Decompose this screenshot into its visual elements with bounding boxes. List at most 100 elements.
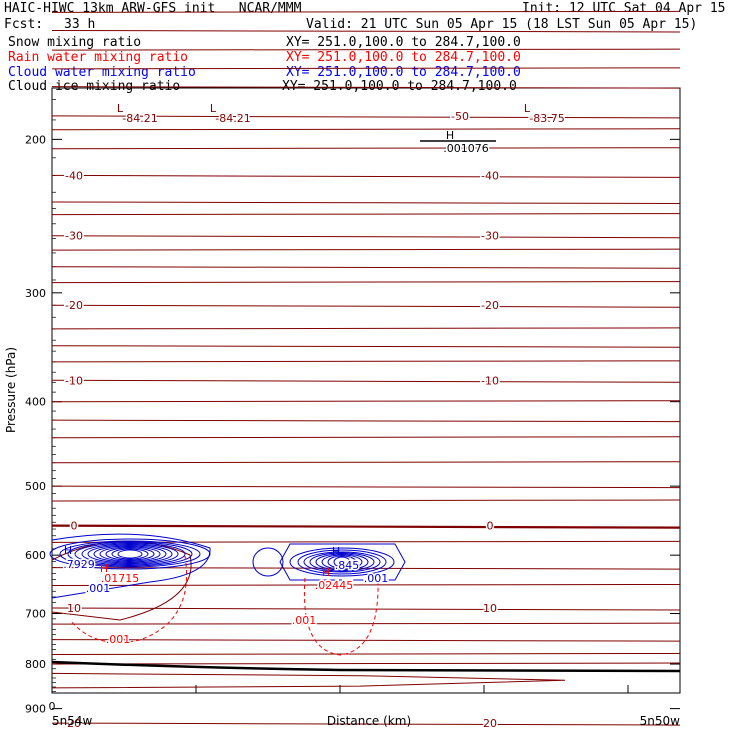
cloud-water-contour-left bbox=[81, 543, 179, 565]
rain-high-value: .02445 bbox=[315, 579, 354, 592]
isotherm-label-0: 0 bbox=[487, 520, 494, 533]
temperature-contour bbox=[51, 400, 681, 403]
cloud-water-contour-left bbox=[87, 544, 173, 564]
y-tick-label-400: 400 bbox=[25, 396, 46, 409]
isotherm-label-10: 10 bbox=[483, 602, 497, 615]
isotherm-label-0: 0 bbox=[71, 520, 78, 533]
field-xy-cloud-ice: XY= 251.0,100.0 to 284.7,100.0 bbox=[282, 79, 517, 94]
isotherm-label--10: -10 bbox=[481, 374, 499, 387]
isotherm-label--20: -20 bbox=[481, 299, 499, 312]
cloud-water-contour-label: .001 bbox=[86, 582, 111, 595]
temperature-contour-low-left bbox=[51, 540, 192, 621]
temperature-contour bbox=[51, 281, 681, 284]
temperature-contour bbox=[51, 639, 681, 642]
cloud-water-contour-left bbox=[93, 545, 167, 563]
cloud-water-contour-right bbox=[333, 556, 351, 568]
cloud-water-contour-left bbox=[99, 546, 161, 562]
temperature-contour bbox=[51, 86, 681, 89]
cloud-water-contour-right bbox=[309, 552, 375, 572]
y-tick-label-200: 200 bbox=[25, 133, 46, 146]
header-valid: Valid: 21 UTC Sun 05 Apr 15 (18 LST Sun … bbox=[306, 17, 698, 32]
temperature-contour bbox=[51, 128, 681, 131]
temperature-contour bbox=[51, 213, 681, 216]
isotherm--40 bbox=[51, 174, 681, 178]
rain-contour-label: .001 bbox=[106, 633, 131, 646]
temperature-contour bbox=[51, 622, 681, 625]
cloud-water-contour-right bbox=[327, 555, 357, 569]
isotherm-0 bbox=[51, 524, 681, 529]
snow-high-label: H bbox=[446, 129, 454, 142]
cloud-water-high-value: .7929 bbox=[63, 558, 95, 571]
header-fcst-label: Fcst: bbox=[4, 17, 44, 32]
temperature-contour bbox=[51, 327, 681, 330]
cloud-water-small-cell bbox=[252, 547, 284, 577]
rain-high-label: H bbox=[322, 566, 330, 579]
field-name-snow: Snow mixing ratio bbox=[8, 35, 142, 50]
x-axis-label: Distance (km) bbox=[327, 714, 411, 728]
cloud-water-contour-left bbox=[111, 548, 149, 560]
isotherm--50 bbox=[51, 115, 681, 119]
cloud-water-contour-right bbox=[315, 553, 369, 571]
isotherm-label-20: 20 bbox=[483, 717, 497, 730]
cloud-water-contour-right bbox=[321, 554, 363, 570]
isotherm-20 bbox=[51, 722, 681, 726]
low-value: -84.21 bbox=[215, 112, 250, 125]
temperature-contour bbox=[51, 652, 681, 655]
rain-high-value: .01715 bbox=[101, 572, 140, 585]
temperature-contour bbox=[51, 10, 681, 13]
cloud-water-contour-right bbox=[297, 549, 387, 575]
isotherm-label--30: -30 bbox=[481, 230, 499, 243]
low-label: L bbox=[117, 102, 124, 115]
isotherm-label--10: -10 bbox=[65, 374, 83, 387]
y-tick-label-700: 700 bbox=[25, 608, 46, 621]
cloud-water-high-label: H bbox=[332, 545, 340, 558]
cloud-water-high-value: .845 bbox=[335, 559, 360, 572]
temperature-contour bbox=[51, 29, 681, 33]
cloud-water-contour-left bbox=[59, 540, 201, 568]
cloud-water-contour-right bbox=[289, 547, 395, 577]
y-tick-label-900: 900 bbox=[25, 703, 46, 716]
temperature-contour bbox=[51, 48, 681, 51]
snow-high-value: .001076 bbox=[443, 142, 489, 155]
x-tick-label-0: 0 bbox=[49, 700, 56, 713]
temperature-contour bbox=[51, 485, 681, 489]
rain-contour-right bbox=[303, 577, 379, 656]
plot-frame bbox=[51, 87, 681, 694]
boundary-layer-contour bbox=[51, 672, 566, 689]
temperature-contour bbox=[51, 419, 681, 423]
temperature-contour bbox=[51, 147, 681, 150]
y-axis-label: Pressure (hPa) bbox=[4, 347, 18, 433]
isotherm-label--30: -30 bbox=[65, 230, 83, 243]
cloud-water-contour-left bbox=[74, 542, 186, 566]
cloud-water-contour-left bbox=[117, 549, 143, 559]
isotherm-label--40: -40 bbox=[65, 169, 83, 182]
x-endpoint-left: 5n54w bbox=[52, 714, 93, 728]
field-xy-snow: XY= 251.0,100.0 to 284.7,100.0 bbox=[286, 35, 521, 50]
isotherm--10 bbox=[51, 379, 681, 383]
temperature-contour bbox=[51, 201, 681, 204]
temperature-contour bbox=[51, 67, 681, 70]
field-xy-cloud-water: XY= 251.0,100.0 to 284.7,100.0 bbox=[286, 65, 521, 80]
y-tick-label-300: 300 bbox=[25, 287, 46, 300]
temperature-contour bbox=[51, 248, 681, 251]
ground-line bbox=[51, 660, 681, 673]
cloud-water-contour-left bbox=[105, 547, 155, 561]
rain-contour-label: .001 bbox=[292, 614, 317, 627]
x-endpoint-right: 5n50w bbox=[640, 714, 681, 728]
isotherm-label--40: -40 bbox=[481, 169, 499, 182]
isotherm-label--50: -50 bbox=[451, 110, 469, 123]
field-xy-rain: XY= 251.0,100.0 to 284.7,100.0 bbox=[286, 50, 521, 65]
cloud-water-contour-left bbox=[67, 541, 193, 567]
cloud-water-outer-right bbox=[279, 543, 406, 581]
isotherm-label-10: 10 bbox=[67, 602, 81, 615]
isotherm--20 bbox=[51, 304, 681, 308]
y-tick-label-800: 800 bbox=[25, 658, 46, 671]
isotherm--30 bbox=[51, 235, 681, 239]
temperature-contour bbox=[51, 345, 681, 348]
cloud-water-contour-label: .001 bbox=[364, 572, 389, 585]
low-value: -84.21 bbox=[122, 112, 157, 125]
isotherm-label--20: -20 bbox=[65, 299, 83, 312]
temperature-contour bbox=[51, 499, 681, 502]
rain-high-label: H bbox=[100, 562, 108, 575]
